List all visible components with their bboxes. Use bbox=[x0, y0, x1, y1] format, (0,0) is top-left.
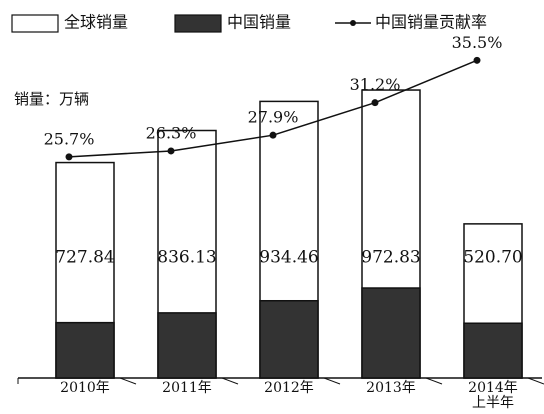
x-tick-label: 2011年 bbox=[162, 380, 212, 396]
x-tick bbox=[221, 377, 239, 385]
legend-label: 中国销量贡献率 bbox=[375, 13, 487, 32]
bar-value-label: 520.70 bbox=[463, 248, 522, 268]
line-marker bbox=[371, 99, 379, 107]
bar bbox=[463, 322, 523, 379]
line-marker bbox=[167, 147, 175, 155]
legend-marker bbox=[350, 20, 356, 26]
line-value-label: 26.3% bbox=[146, 123, 197, 142]
bar bbox=[157, 312, 217, 379]
line-value-label: 35.5% bbox=[452, 33, 503, 52]
legend-label: 中国销量 bbox=[227, 13, 291, 32]
x-tick-label: 2010年 bbox=[60, 380, 110, 396]
line-marker bbox=[473, 56, 481, 64]
bar bbox=[55, 321, 115, 379]
unit-label: 销量：万辆 bbox=[14, 90, 89, 108]
bar bbox=[361, 287, 421, 379]
x-tick bbox=[119, 377, 137, 385]
line-marker bbox=[65, 153, 73, 161]
bar-value-label: 972.83 bbox=[361, 248, 420, 268]
bar bbox=[259, 299, 319, 379]
line-value-label: 31.2% bbox=[350, 75, 401, 94]
x-tick-label: 2014年上半年 bbox=[468, 380, 518, 411]
bar-value-label: 727.84 bbox=[55, 248, 114, 268]
legend-swatch bbox=[174, 14, 222, 33]
x-tick bbox=[323, 377, 341, 385]
x-tick bbox=[425, 377, 443, 385]
legend-label: 全球销量 bbox=[64, 13, 128, 32]
line-value-label: 27.9% bbox=[248, 108, 299, 127]
line-marker bbox=[269, 131, 277, 139]
legend-swatch bbox=[11, 14, 59, 33]
line-value-label: 25.7% bbox=[44, 129, 95, 148]
x-tick-label: 2013年 bbox=[366, 380, 416, 396]
x-tick bbox=[527, 377, 544, 385]
bar-value-label: 934.46 bbox=[259, 248, 318, 268]
x-tick-label: 2012年 bbox=[264, 380, 314, 396]
bar-value-label: 836.13 bbox=[157, 248, 216, 268]
